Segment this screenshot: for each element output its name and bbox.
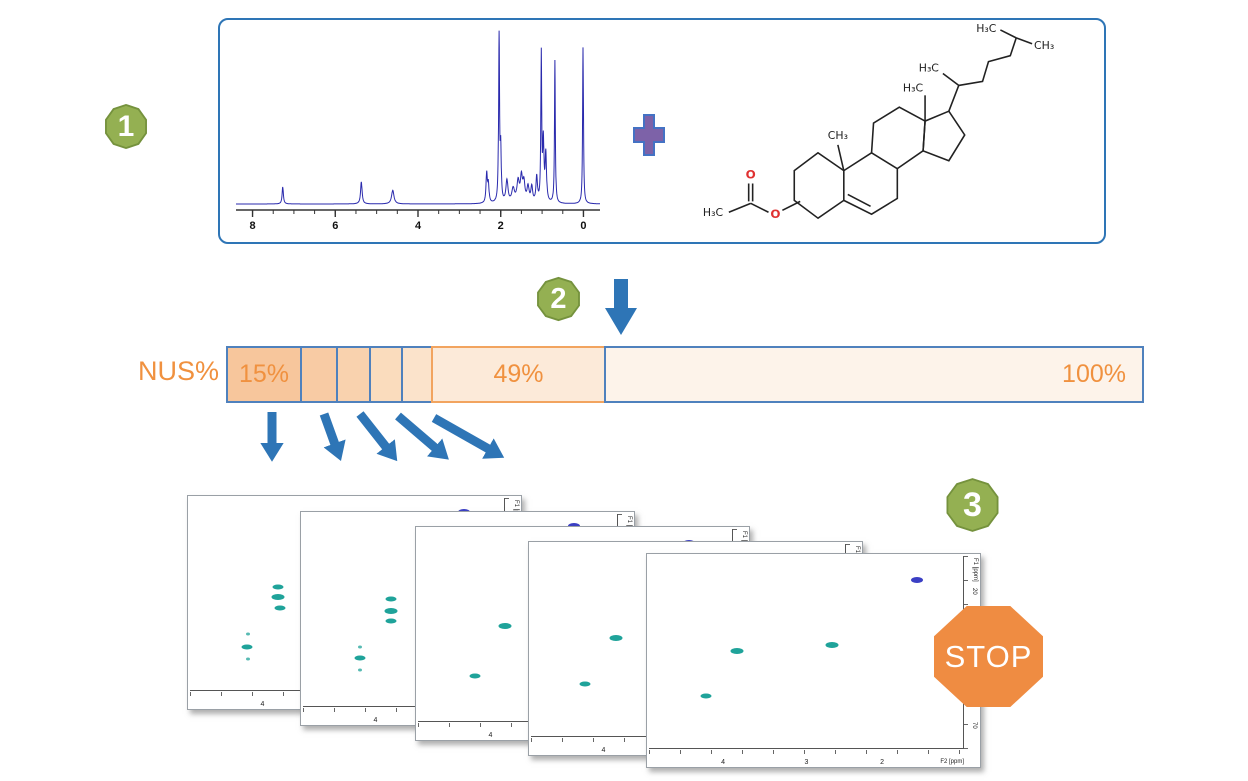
cross-peak-spot: [271, 594, 285, 601]
fan-arrow-3: [356, 411, 398, 462]
cross-peak-spot: [910, 577, 923, 584]
panel-x-tick-label: 4: [373, 717, 378, 724]
panel-f1-axis-label: F1 [ppm]: [972, 558, 978, 582]
cross-peak-spot: [825, 641, 839, 648]
input-box: 8 6 4 2 0: [218, 18, 1106, 244]
fan-arrow-4: [395, 412, 449, 460]
cross-peak-spot: [272, 584, 284, 590]
c13-methyl-label: H₃C: [903, 81, 924, 94]
cross-peak-spot: [354, 655, 366, 661]
axis-tick-label: 2: [498, 220, 504, 232]
axis-tick-label: 6: [332, 220, 338, 232]
nus-segment-6: 49%: [431, 346, 606, 403]
ester-oxygen-label: O: [770, 207, 780, 221]
spectrum-trace: [236, 30, 600, 205]
nus-segment-label: 15%: [238, 360, 290, 388]
axis-tick-label: 8: [249, 220, 255, 232]
nmr-2d-panel-5: 4 3 2 20 70 F1 [ppm] F2 [ppm]: [646, 553, 981, 768]
step3-number: 3: [948, 480, 997, 530]
c20-methyl-label: H₃C: [919, 62, 940, 75]
panel-y-tick-label: 20: [971, 587, 977, 595]
nus-segment-label: 100%: [1062, 360, 1126, 388]
plus-icon: [633, 114, 665, 156]
isopropyl-methyl-right-label: CH₃: [1034, 39, 1054, 52]
cross-peak-spot: [730, 647, 744, 654]
cross-peak-spot: [274, 605, 286, 611]
cross-peak-spot: [700, 693, 712, 699]
cross-peak-spot: [246, 657, 251, 661]
step1-badge: 1: [105, 103, 147, 150]
nus-segment-2: [300, 346, 338, 403]
panel-x-tick-label: 4: [260, 701, 265, 708]
cross-peak-spot: [567, 522, 580, 529]
carbonyl-oxygen-label: O: [746, 168, 756, 182]
nmr-1d-spectrum: 8 6 4 2 0: [236, 30, 600, 232]
fan-arrow-5: [431, 414, 505, 459]
fan-arrow-2: [319, 412, 346, 462]
cross-peak-spot: [385, 618, 397, 624]
panel-f2-axis-label: F2 [ppm]: [940, 759, 964, 765]
panel-x-tick-label: 4: [721, 759, 725, 766]
panel-x-tick-label: 4: [601, 747, 606, 754]
nus-segment-4: [369, 346, 403, 403]
molecule-structure: H₃C O O CH₃ H₃C H₃C H₃C CH₃: [703, 22, 1054, 221]
step2-badge: 2: [537, 276, 580, 322]
acetyl-methyl-label: H₃C: [703, 206, 724, 219]
nus-segment-5: [401, 346, 433, 403]
cross-peak-spot: [357, 645, 362, 649]
panel-x-tick-label: 3: [804, 759, 809, 766]
c10-methyl-label: CH₃: [828, 129, 848, 142]
nus-bar-label: NUS%: [138, 356, 220, 386]
panel-plot-area: [649, 556, 964, 749]
panel-y-tick-label: 70: [971, 721, 977, 729]
step2-number: 2: [538, 278, 579, 320]
isopropyl-methyl-left-label: H₃C: [976, 22, 997, 35]
step1-number: 1: [106, 105, 146, 148]
stop-sign-label: STOP: [944, 638, 1033, 674]
nus-segment-label: 49%: [493, 360, 544, 388]
stop-sign: STOP: [934, 606, 1043, 707]
nus-segment-7: 100%: [604, 346, 1144, 403]
fan-arrows: [260, 411, 505, 462]
down-arrow-icon: [605, 279, 637, 335]
cross-peak-spot: [246, 632, 251, 636]
cross-peak-spot: [469, 673, 481, 679]
panel-x-tick-label: 2: [880, 759, 885, 766]
nus-segment-3: [336, 346, 371, 403]
cross-peak-spot: [357, 668, 362, 672]
panel-x-ticks: [649, 750, 964, 754]
panel-x-tick-label: 4: [488, 732, 493, 739]
nus-segment-1: 15%: [226, 346, 302, 403]
axis-tick-label: 0: [580, 220, 586, 232]
cross-peak-spot: [385, 596, 397, 602]
axis-tick-label: 4: [415, 220, 422, 232]
cross-peak-spot: [241, 644, 253, 650]
nus-bar: 15% 49% 100%: [226, 346, 1156, 403]
cross-peak-spot: [579, 681, 591, 687]
cross-peak-spot: [498, 622, 512, 629]
cross-peak-spot: [384, 607, 398, 614]
step3-badge: 3: [946, 478, 999, 532]
cross-peak-spot: [609, 634, 623, 641]
